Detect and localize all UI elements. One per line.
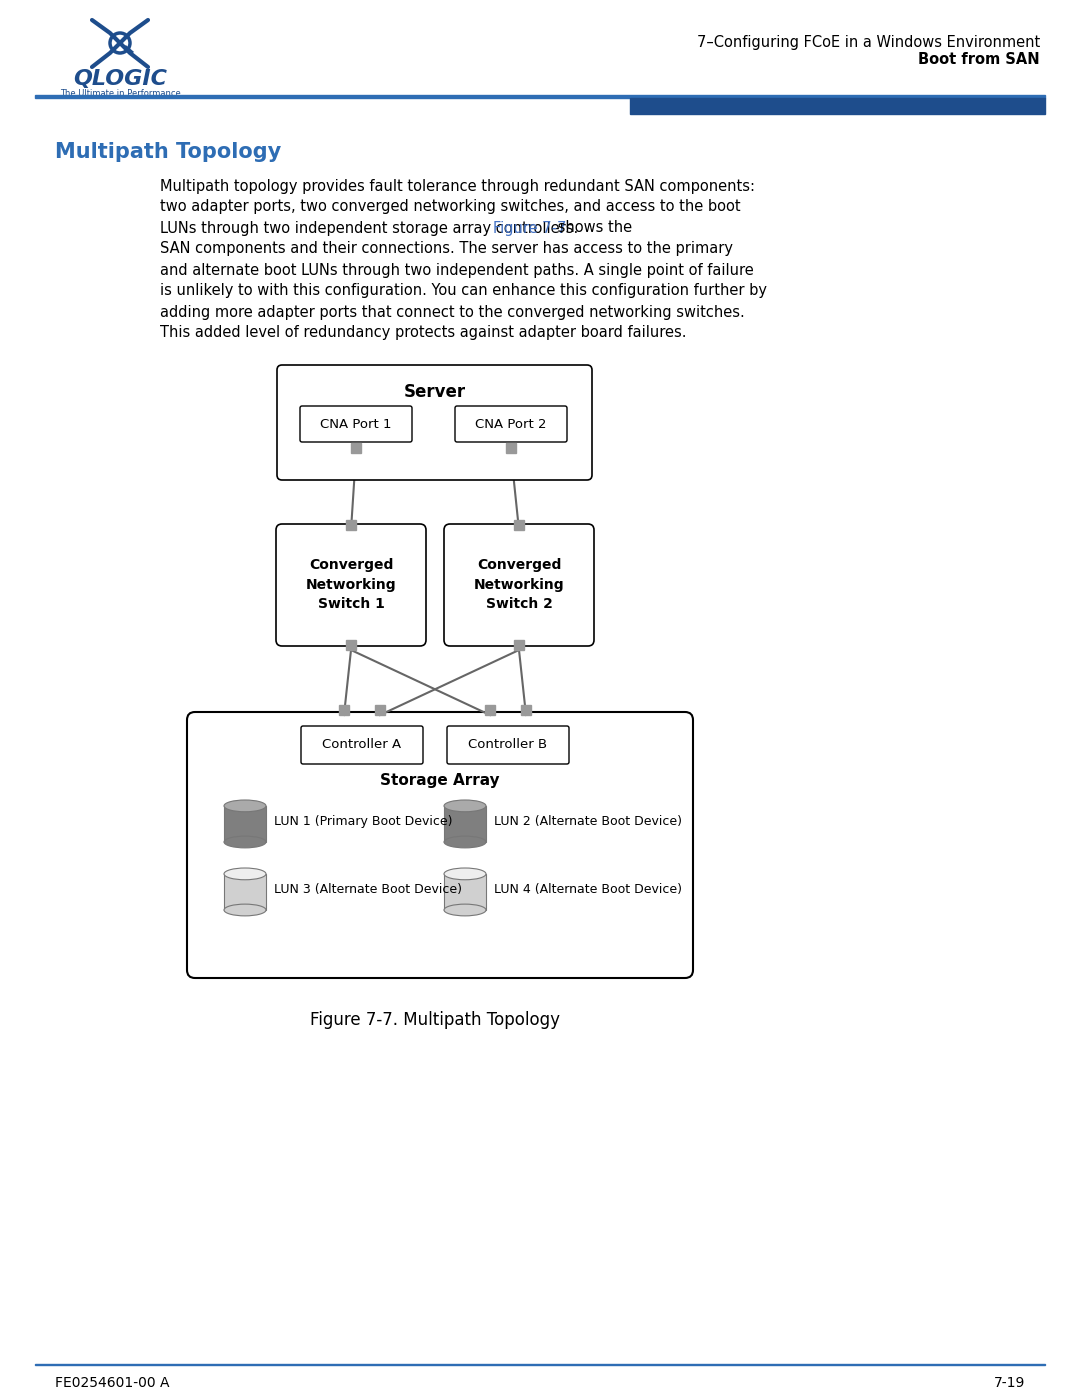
Bar xyxy=(375,705,384,715)
Text: LUN 4 (Alternate Boot Device): LUN 4 (Alternate Boot Device) xyxy=(494,883,681,895)
FancyBboxPatch shape xyxy=(444,524,594,645)
Ellipse shape xyxy=(444,837,486,848)
Text: LUN 2 (Alternate Boot Device): LUN 2 (Alternate Boot Device) xyxy=(494,814,681,827)
Text: 7-19: 7-19 xyxy=(994,1376,1025,1390)
Ellipse shape xyxy=(224,837,266,848)
Bar xyxy=(35,1363,1045,1365)
Text: Server: Server xyxy=(404,383,467,401)
Text: QLOGIC: QLOGIC xyxy=(73,68,167,89)
Text: is unlikely to with this configuration. You can enhance this configuration furth: is unlikely to with this configuration. … xyxy=(160,284,767,299)
Text: Figure 7-7: Figure 7-7 xyxy=(494,221,567,236)
Ellipse shape xyxy=(444,868,486,880)
Ellipse shape xyxy=(224,800,266,812)
Text: Storage Array: Storage Array xyxy=(380,773,500,788)
Text: CNA Port 2: CNA Port 2 xyxy=(475,418,546,430)
Bar xyxy=(339,705,349,715)
Text: 7–Configuring FCoE in a Windows Environment: 7–Configuring FCoE in a Windows Environm… xyxy=(697,35,1040,49)
Bar xyxy=(351,443,361,453)
FancyBboxPatch shape xyxy=(301,726,423,764)
Ellipse shape xyxy=(444,904,486,916)
Bar xyxy=(224,806,266,842)
Bar xyxy=(521,705,531,715)
Text: LUN 3 (Alternate Boot Device): LUN 3 (Alternate Boot Device) xyxy=(274,883,462,895)
Text: LUN 1 (Primary Boot Device): LUN 1 (Primary Boot Device) xyxy=(274,814,453,827)
Text: SAN components and their connections. The server has access to the primary: SAN components and their connections. Th… xyxy=(160,242,733,257)
FancyBboxPatch shape xyxy=(187,712,693,978)
Text: The Ultimate in Performance: The Ultimate in Performance xyxy=(59,88,180,98)
Bar xyxy=(485,705,495,715)
Text: and alternate boot LUNs through two independent paths. A single point of failure: and alternate boot LUNs through two inde… xyxy=(160,263,754,278)
Text: Multipath topology provides fault tolerance through redundant SAN components:: Multipath topology provides fault tolera… xyxy=(160,179,755,194)
FancyBboxPatch shape xyxy=(447,726,569,764)
FancyBboxPatch shape xyxy=(276,524,426,645)
Text: Multipath Topology: Multipath Topology xyxy=(55,142,281,162)
Bar xyxy=(224,875,266,909)
Bar xyxy=(346,520,356,529)
Text: Converged
Networking
Switch 1: Converged Networking Switch 1 xyxy=(306,559,396,612)
Bar xyxy=(444,875,486,909)
Ellipse shape xyxy=(224,868,266,880)
Text: Boot from SAN: Boot from SAN xyxy=(918,53,1040,67)
Bar xyxy=(514,520,524,529)
Bar xyxy=(507,443,516,453)
Text: two adapter ports, two converged networking switches, and access to the boot: two adapter ports, two converged network… xyxy=(160,200,741,215)
Bar xyxy=(35,95,1045,98)
Text: adding more adapter ports that connect to the converged networking switches.: adding more adapter ports that connect t… xyxy=(160,305,745,320)
Ellipse shape xyxy=(444,800,486,812)
Ellipse shape xyxy=(224,904,266,916)
Circle shape xyxy=(110,34,130,53)
Text: This added level of redundancy protects against adapter board failures.: This added level of redundancy protects … xyxy=(160,326,687,341)
Text: shows the: shows the xyxy=(553,221,632,236)
FancyBboxPatch shape xyxy=(300,407,411,441)
Text: Controller B: Controller B xyxy=(469,739,548,752)
Bar xyxy=(630,98,1045,115)
Text: Converged
Networking
Switch 2: Converged Networking Switch 2 xyxy=(474,559,565,612)
Text: Figure 7-7. Multipath Topology: Figure 7-7. Multipath Topology xyxy=(310,1011,561,1030)
Text: Controller A: Controller A xyxy=(323,739,402,752)
FancyBboxPatch shape xyxy=(276,365,592,481)
Text: CNA Port 1: CNA Port 1 xyxy=(321,418,392,430)
Text: LUNs through two independent storage array controllers.: LUNs through two independent storage arr… xyxy=(160,221,583,236)
Bar xyxy=(444,806,486,842)
Bar xyxy=(346,640,356,650)
FancyBboxPatch shape xyxy=(455,407,567,441)
Text: FE0254601-00 A: FE0254601-00 A xyxy=(55,1376,170,1390)
Bar xyxy=(514,640,524,650)
